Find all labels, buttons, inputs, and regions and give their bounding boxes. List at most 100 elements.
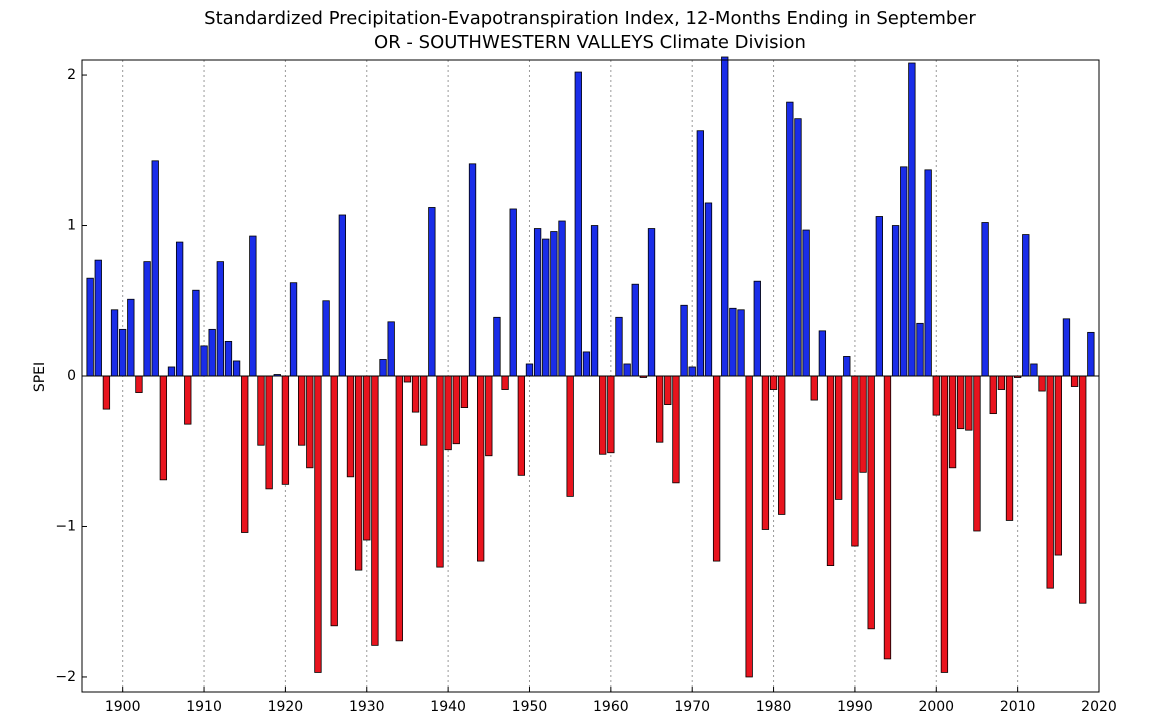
bar: [916, 322, 924, 377]
chart-title: Standardized Precipitation-Evapotranspir…: [204, 8, 976, 29]
bar: [363, 375, 371, 541]
bar: [151, 160, 159, 377]
bar: [981, 222, 989, 377]
bar: [1046, 375, 1054, 589]
x-tick-label: 1900: [105, 699, 141, 715]
bar: [826, 375, 835, 567]
bar: [688, 366, 696, 377]
bar: [338, 214, 347, 377]
bar: [468, 163, 477, 377]
bar: [281, 375, 290, 485]
bar: [957, 375, 965, 430]
bar: [615, 316, 623, 377]
x-tick-label: 1910: [186, 699, 222, 715]
bar: [224, 340, 233, 377]
y-tick-label: 1: [67, 218, 76, 234]
bar: [1005, 375, 1014, 521]
bar: [175, 241, 184, 377]
bar: [249, 235, 257, 377]
bar: [794, 118, 802, 377]
bar: [509, 208, 517, 377]
bar: [721, 56, 729, 377]
bar: [729, 307, 737, 377]
bar: [306, 375, 314, 469]
bar: [680, 304, 688, 377]
bar: [582, 351, 591, 377]
bar: [525, 363, 534, 377]
bar: [200, 345, 208, 377]
bar: [753, 280, 761, 377]
bar: [647, 228, 656, 377]
bar: [119, 328, 127, 377]
plot-frame: [81, 59, 1100, 693]
bar: [900, 166, 908, 377]
bar: [818, 330, 827, 377]
bar: [940, 375, 949, 673]
bar: [656, 375, 664, 443]
bar: [322, 300, 330, 377]
bar: [1030, 363, 1038, 377]
bar: [411, 375, 420, 413]
bar: [908, 62, 916, 377]
bar: [851, 375, 859, 547]
bar: [501, 375, 509, 390]
bar: [167, 366, 176, 377]
y-tick-label: 0: [67, 368, 76, 384]
bar: [623, 363, 631, 377]
bar: [802, 229, 810, 377]
bar: [973, 375, 981, 532]
bar: [737, 309, 745, 377]
bar: [159, 375, 168, 481]
bar: [859, 375, 867, 473]
bar: [1038, 375, 1046, 392]
bar: [387, 321, 395, 377]
bar: [1079, 375, 1087, 604]
bar: [1087, 331, 1095, 377]
bar: [672, 375, 680, 484]
bar: [965, 375, 973, 431]
x-tick-label: 1970: [674, 699, 710, 715]
bar: [989, 375, 997, 415]
bar: [354, 375, 363, 571]
bar: [452, 375, 460, 445]
bar: [875, 216, 883, 377]
bar: [843, 356, 851, 377]
bar: [241, 375, 249, 533]
x-tick-label: 1950: [512, 699, 548, 715]
bar: [257, 375, 265, 446]
bar: [314, 375, 322, 673]
bar: [1022, 234, 1030, 377]
bar: [745, 375, 753, 678]
bar: [436, 375, 444, 568]
bar: [891, 225, 900, 377]
bar: [143, 261, 151, 377]
bar: [761, 375, 770, 530]
bar: [1054, 375, 1062, 556]
y-tick-label: −1: [55, 518, 76, 534]
bar: [420, 375, 428, 446]
bar: [542, 238, 550, 377]
bar: [599, 375, 607, 455]
bar: [1070, 375, 1079, 387]
x-tick-label: 1990: [837, 699, 873, 715]
bar: [1062, 318, 1071, 377]
y-tick-label: 2: [67, 67, 76, 83]
bar: [883, 375, 892, 660]
x-tick-label: 2010: [1000, 699, 1036, 715]
bar: [135, 375, 143, 393]
bar: [533, 228, 542, 377]
bar: [485, 375, 493, 457]
bar: [924, 169, 932, 377]
bar: [403, 375, 412, 383]
bar: [834, 375, 843, 500]
bar: [395, 375, 403, 642]
bar: [948, 375, 957, 469]
bar: [810, 375, 818, 401]
bar: [786, 101, 794, 377]
x-tick-label: 1960: [593, 699, 629, 715]
bar: [346, 375, 355, 478]
bar: [86, 277, 94, 377]
bar: [330, 375, 338, 627]
bar: [265, 375, 273, 490]
